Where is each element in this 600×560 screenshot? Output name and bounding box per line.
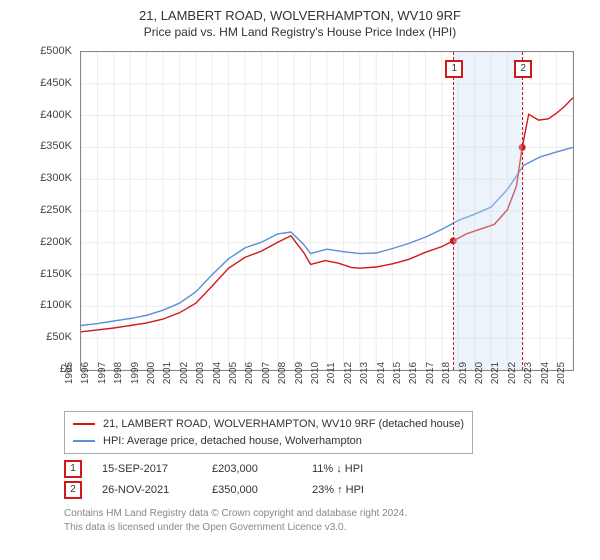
legend-row: HPI: Average price, detached house, Wolv…: [73, 433, 464, 450]
plot-area: 12: [80, 51, 574, 371]
note-date: 26-NOV-2021: [102, 484, 192, 496]
legend-swatch: [73, 423, 95, 425]
y-axis: £0£50K£100K£150K£200K£250K£300K£350K£400…: [28, 51, 76, 371]
note-row: 2 26-NOV-2021 £350,000 23% ↑ HPI: [64, 481, 580, 499]
note-diff: 11% ↓ HPI: [312, 463, 363, 475]
y-tick-label: £200K: [40, 236, 72, 248]
note-price: £203,000: [212, 463, 292, 475]
legend-label: 21, LAMBERT ROAD, WOLVERHAMPTON, WV10 9R…: [103, 416, 464, 433]
marker-label: 2: [514, 60, 532, 78]
note-row: 1 15-SEP-2017 £203,000 11% ↓ HPI: [64, 460, 580, 478]
note-marker-box: 2: [64, 481, 82, 499]
x-tick-label: 2025: [556, 362, 588, 384]
page-title: 21, LAMBERT ROAD, WOLVERHAMPTON, WV10 9R…: [20, 8, 580, 23]
attribution-line: Contains HM Land Registry data © Crown c…: [64, 507, 580, 521]
x-axis: 1995199619971998199920002001200220032004…: [80, 373, 574, 405]
legend-row: 21, LAMBERT ROAD, WOLVERHAMPTON, WV10 9R…: [73, 416, 464, 433]
y-tick-label: £150K: [40, 268, 72, 280]
y-tick-label: £250K: [40, 204, 72, 216]
y-tick-label: £350K: [40, 140, 72, 152]
legend: 21, LAMBERT ROAD, WOLVERHAMPTON, WV10 9R…: [64, 411, 473, 454]
marker-band: [453, 52, 522, 370]
legend-swatch: [73, 440, 95, 442]
y-tick-label: £300K: [40, 172, 72, 184]
note-marker-box: 1: [64, 460, 82, 478]
marker-line: [522, 52, 523, 370]
marker-notes: 1 15-SEP-2017 £203,000 11% ↓ HPI 2 26-NOV-202…: [64, 460, 580, 499]
marker-label: 1: [445, 60, 463, 78]
chart: £0£50K£100K£150K£200K£250K£300K£350K£400…: [28, 45, 580, 405]
attribution: Contains HM Land Registry data © Crown c…: [64, 507, 580, 534]
note-date: 15-SEP-2017: [102, 463, 192, 475]
y-tick-label: £450K: [40, 77, 72, 89]
note-diff: 23% ↑ HPI: [312, 484, 364, 496]
y-tick-label: £100K: [40, 299, 72, 311]
note-price: £350,000: [212, 484, 292, 496]
page-subtitle: Price paid vs. HM Land Registry's House …: [20, 25, 580, 39]
y-tick-label: £400K: [40, 109, 72, 121]
y-tick-label: £50K: [46, 331, 72, 343]
legend-label: HPI: Average price, detached house, Wolv…: [103, 433, 362, 450]
attribution-line: This data is licensed under the Open Gov…: [64, 521, 580, 535]
marker-line: [453, 52, 454, 370]
y-tick-label: £500K: [40, 45, 72, 57]
